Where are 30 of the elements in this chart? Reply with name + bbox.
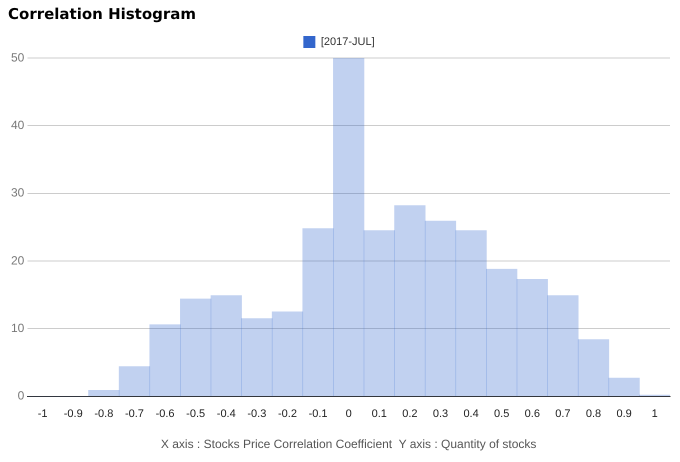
- x-tick-label: -0.2: [278, 408, 297, 420]
- x-tick-label: 0.1: [372, 408, 387, 420]
- y-tick-label: 40: [10, 118, 25, 132]
- x-tick-label: 1: [652, 408, 658, 420]
- y-tick-label: 30: [10, 186, 25, 200]
- x-tick-label: -0.9: [64, 408, 83, 420]
- x-tick-label: -0.6: [156, 408, 175, 420]
- x-tick-label: -0.4: [216, 408, 236, 420]
- x-tick-label: -0.5: [186, 408, 206, 420]
- x-tick-label: 0.8: [586, 408, 602, 420]
- x-tick-label: 0.5: [494, 408, 510, 420]
- x-tick-label: -0.7: [124, 408, 144, 420]
- y-tick-label: 50: [10, 50, 25, 64]
- x-tick-label: 0.9: [616, 408, 632, 420]
- y-tick-label: 0: [18, 388, 25, 403]
- x-axis-title: X axis : Stocks Price Correlation Coefficient Y axis : Quantity of stocks: [160, 437, 536, 452]
- x-tick-label: -0.1: [308, 408, 328, 420]
- x-tick-label: -0.3: [247, 408, 266, 420]
- x-tick-label: -1: [38, 408, 48, 420]
- x-tick-label: 0.7: [555, 408, 571, 420]
- x-tick-label: -0.8: [94, 408, 114, 420]
- x-tick-label: 0.3: [432, 408, 448, 420]
- x-tick-label: 0.6: [524, 408, 540, 420]
- x-tick-label: 0.2: [402, 408, 418, 420]
- chart-title: Correlation Histogram: [8, 4, 196, 23]
- y-tick-label: 10: [10, 321, 25, 336]
- x-tick-label: 0: [346, 408, 352, 420]
- legend-label: [2017-JUL]: [320, 36, 375, 48]
- y-tick-label: 20: [10, 253, 25, 268]
- x-tick-label: 0.4: [463, 408, 479, 420]
